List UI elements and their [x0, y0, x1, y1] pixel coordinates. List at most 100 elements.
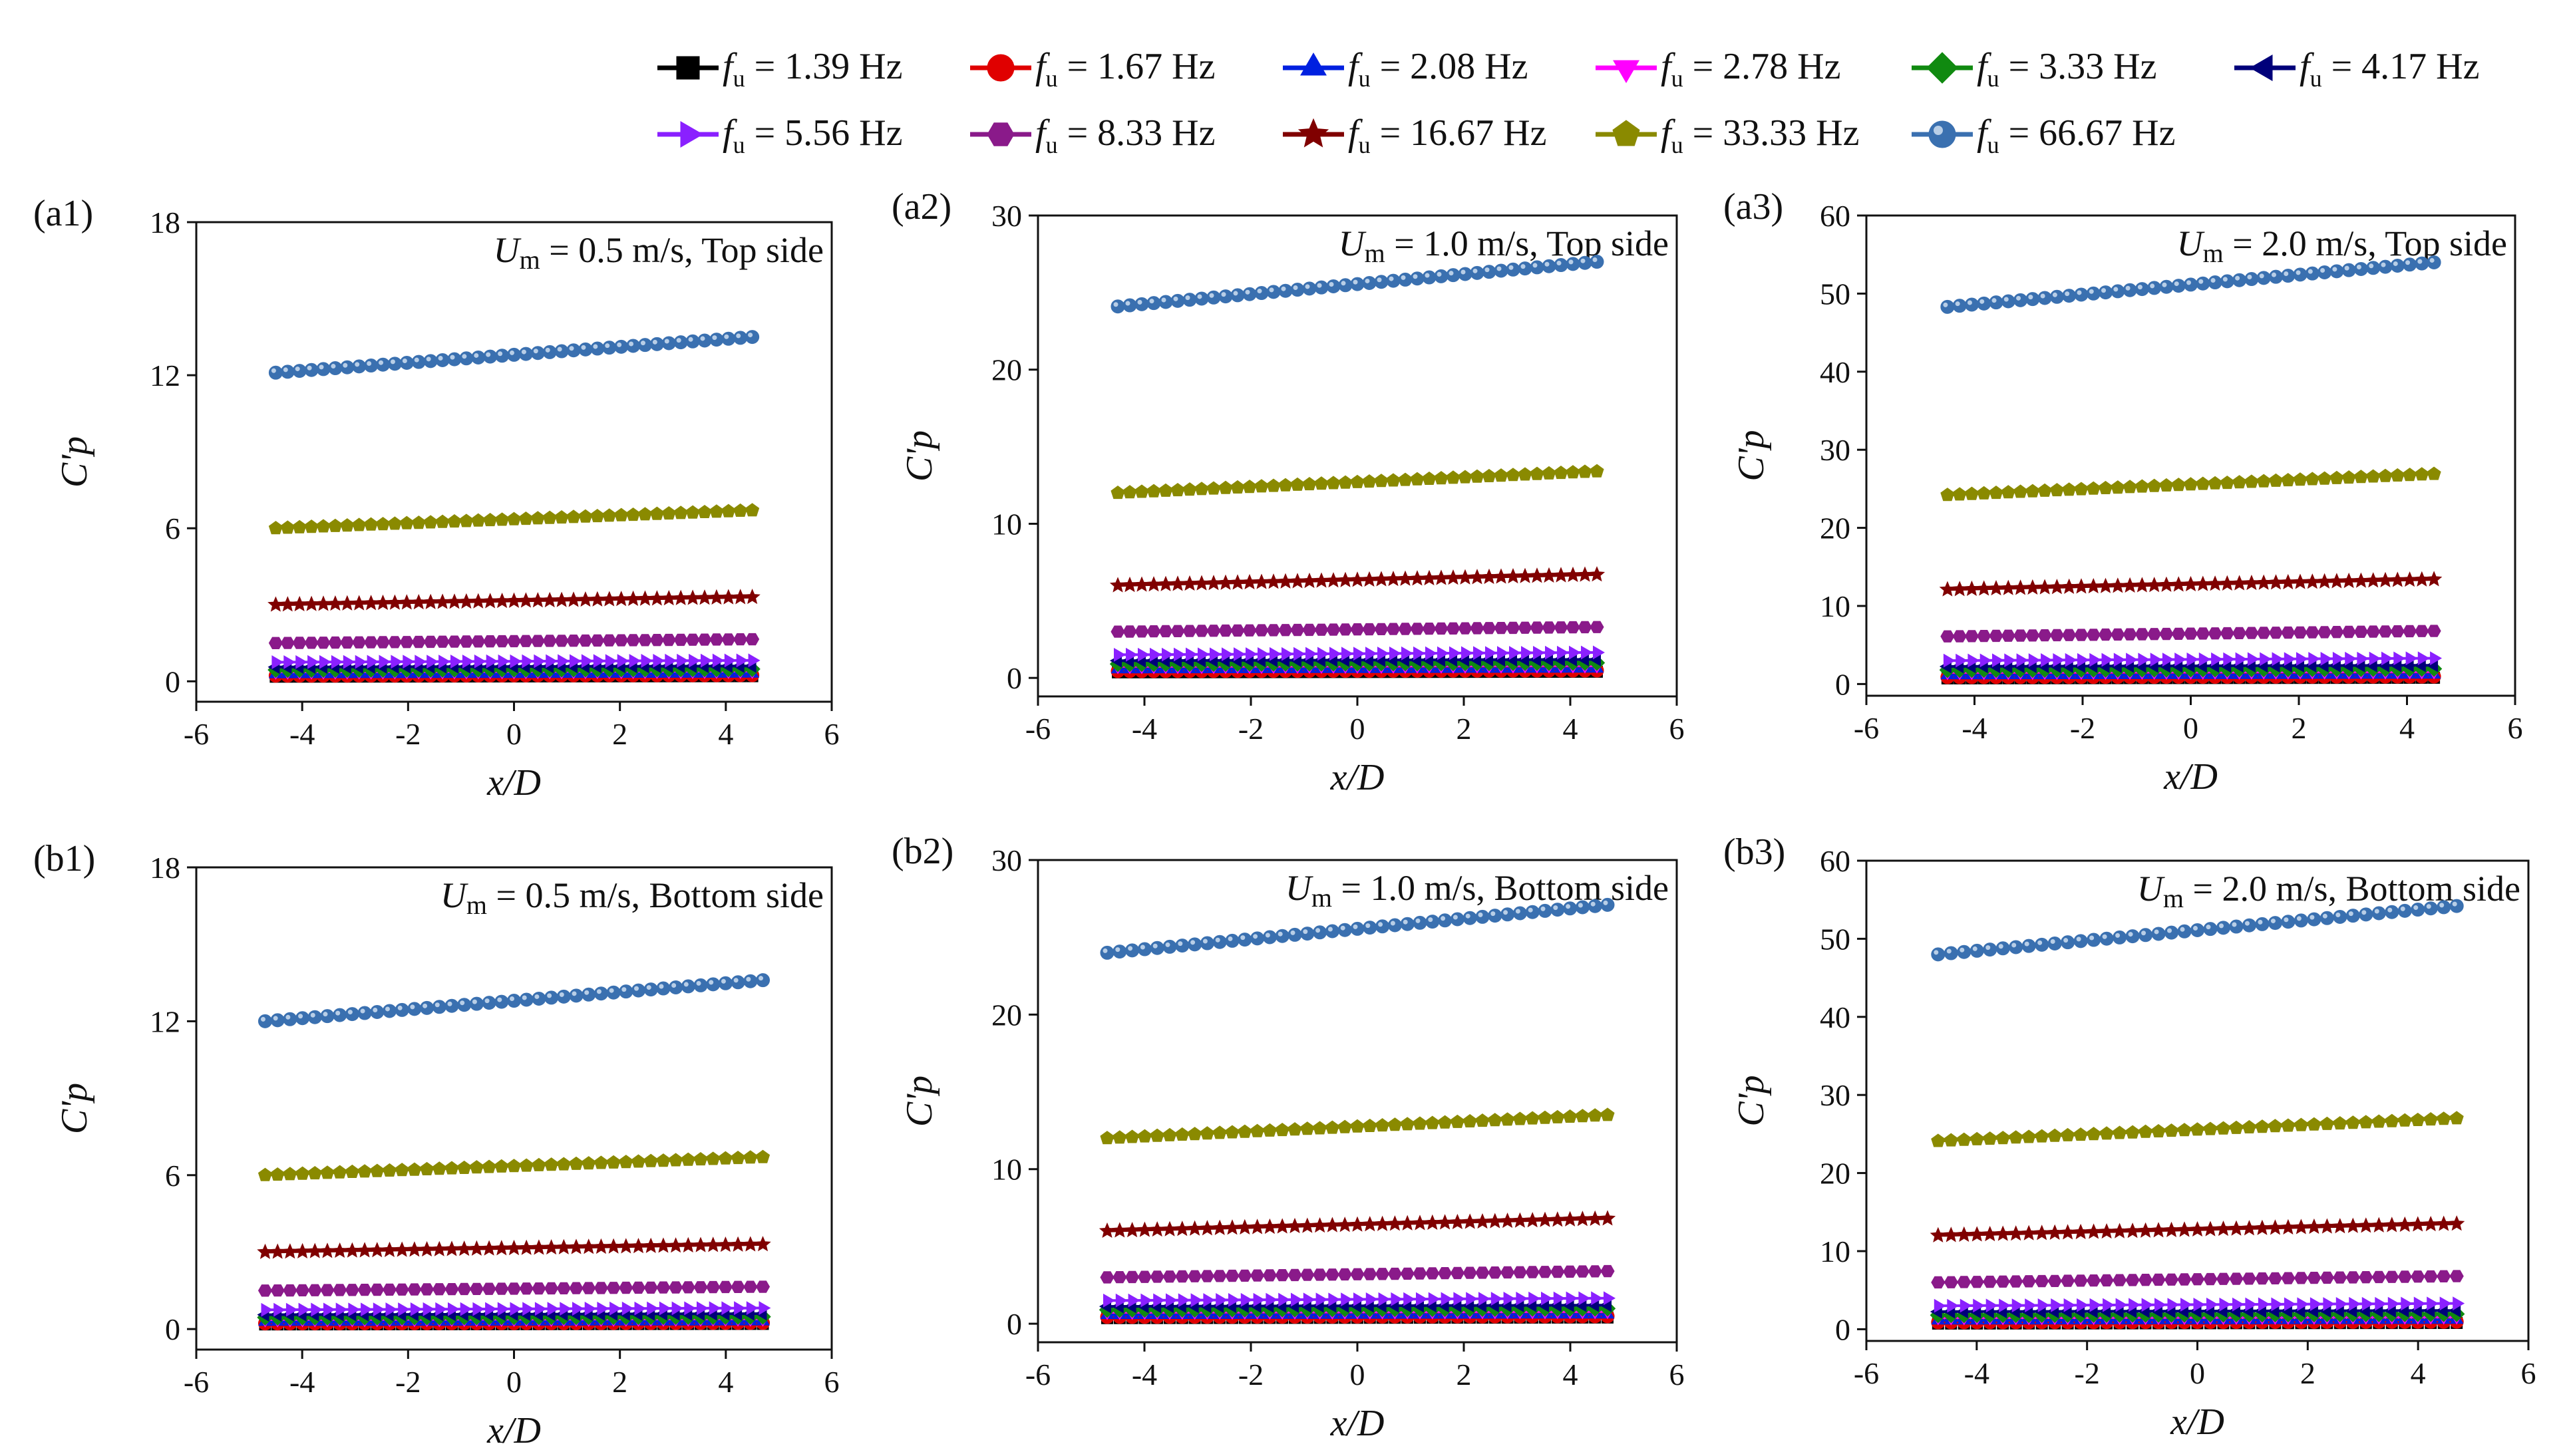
data-point: [2329, 264, 2344, 279]
data-point: [2113, 1274, 2127, 1286]
data-point: [1506, 468, 1520, 482]
data-point: [745, 633, 760, 646]
data-point: [697, 504, 712, 518]
data-point: [2341, 263, 2356, 277]
y-tick-label: 6: [165, 511, 180, 545]
data-point: [2268, 916, 2282, 931]
data-point: [1365, 647, 1378, 660]
data-point: [1437, 1214, 1453, 1230]
data-point: [1983, 1131, 1997, 1145]
data-point: [1158, 295, 1173, 309]
data-point: [2111, 284, 2125, 299]
panel-label: (b2): [892, 831, 953, 872]
data-point: [729, 1236, 747, 1252]
annotation-symbol: U: [440, 875, 468, 915]
data-point: [554, 344, 569, 359]
data-point: [2216, 1272, 2231, 1285]
data-point: [1275, 1269, 1289, 1282]
data-point: [1150, 1270, 1164, 1283]
data-point: [1391, 1292, 1403, 1306]
data-point: [1253, 573, 1270, 589]
data-point: [1337, 923, 1352, 937]
marker-highlight: [1578, 903, 1583, 908]
series-5_56-hz: [261, 1301, 771, 1317]
data-point: [684, 589, 701, 605]
data-point: [1302, 281, 1317, 296]
marker-highlight: [1202, 939, 1208, 944]
x-tick-label: -6: [184, 717, 209, 751]
data-point: [605, 1238, 622, 1254]
data-point: [619, 984, 633, 999]
data-point: [2308, 652, 2321, 666]
data-point: [621, 1301, 634, 1316]
data-point: [2216, 921, 2230, 935]
data-point: [1462, 1213, 1478, 1229]
data-point: [1421, 569, 1438, 585]
data-point: [522, 1302, 535, 1316]
data-point: [554, 635, 569, 647]
data-point: [1373, 571, 1390, 587]
data-point: [1422, 270, 1437, 285]
y-tick-label: 0: [1007, 1307, 1022, 1341]
data-point: [2061, 578, 2077, 594]
data-point: [1566, 257, 1580, 271]
data-point: [2254, 1219, 2271, 1235]
data-point: [370, 1163, 385, 1177]
data-point: [542, 510, 557, 524]
x-axis-label: x/D: [2170, 1401, 2224, 1443]
data-point: [395, 1283, 409, 1296]
data-point: [1952, 487, 1967, 501]
data-point: [1516, 1292, 1528, 1306]
data-point: [1956, 653, 1968, 668]
data-point: [2190, 923, 2204, 937]
data-point: [1977, 486, 1991, 500]
data-point: [1554, 465, 1568, 480]
data-point: [1238, 933, 1252, 947]
data-point: [1266, 285, 1281, 299]
x-tick-label: 0: [506, 1365, 522, 1399]
data-point: [471, 513, 486, 527]
data-point: [1182, 625, 1197, 637]
marker-highlight: [1472, 268, 1478, 273]
data-point: [606, 1282, 621, 1294]
data-point: [447, 635, 462, 648]
data-point: [1249, 1219, 1266, 1235]
data-point: [2317, 626, 2332, 639]
data-point: [2061, 1274, 2075, 1287]
data-point: [1549, 1211, 1566, 1227]
data-point: [681, 1281, 695, 1294]
data-point: [2171, 627, 2186, 640]
data-point: [1338, 278, 1353, 293]
data-point: [2016, 653, 2029, 668]
data-point: [2085, 578, 2102, 594]
data-point: [1302, 476, 1317, 491]
data-point: [1363, 1268, 1377, 1280]
data-point: [554, 510, 569, 524]
data-point: [2121, 577, 2139, 593]
data-point: [1115, 1293, 1128, 1308]
data-point: [2293, 472, 2308, 486]
data-point: [2258, 1297, 2270, 1312]
data-point: [2385, 1113, 2399, 1127]
data-point: [2049, 629, 2064, 642]
data-point: [2135, 282, 2149, 297]
data-point: [1506, 262, 1520, 277]
data-point: [2000, 579, 2017, 595]
data-point: [2099, 1126, 2114, 1140]
marker-highlight: [1590, 901, 1596, 907]
data-point: [1328, 1292, 1341, 1307]
marker-highlight: [2186, 280, 2191, 285]
data-point: [435, 635, 450, 648]
data-point: [1590, 464, 1604, 478]
data-point: [2430, 651, 2443, 666]
marker-highlight: [557, 347, 562, 352]
data-point: [1600, 1264, 1615, 1278]
data-point: [1400, 1267, 1415, 1280]
data-point: [1581, 645, 1593, 660]
legend-subscript: u: [1046, 132, 1058, 158]
data-point: [1964, 297, 1979, 312]
data-point: [709, 633, 724, 646]
data-point: [432, 1283, 446, 1296]
data-point: [356, 1242, 373, 1258]
marker-highlight: [2387, 907, 2393, 913]
